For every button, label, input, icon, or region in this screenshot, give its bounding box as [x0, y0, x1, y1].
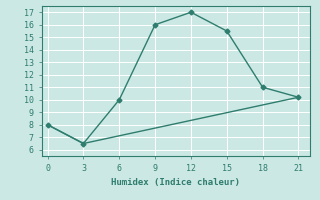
X-axis label: Humidex (Indice chaleur): Humidex (Indice chaleur)	[111, 178, 241, 187]
